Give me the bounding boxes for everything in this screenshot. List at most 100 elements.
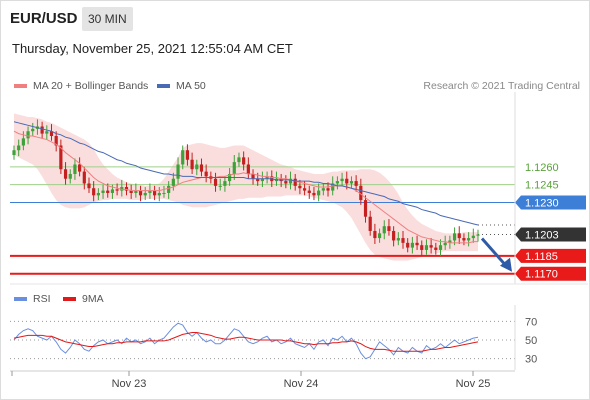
candle-body-51 — [251, 173, 255, 179]
level-tag-5 — [515, 266, 586, 281]
candle-body-30 — [153, 190, 157, 196]
candle-body-6 — [40, 126, 44, 134]
candle-body-18 — [96, 192, 100, 196]
candle-body-20 — [106, 190, 110, 193]
candle-body-4 — [31, 128, 35, 132]
candle-body-96 — [462, 238, 466, 241]
candle-body-81 — [392, 230, 396, 241]
candle-body-27 — [138, 190, 143, 196]
rsi-line — [13, 322, 479, 360]
time-tick-label-0: Nov 23 — [112, 378, 147, 390]
level-label-2: 1.1230 — [525, 197, 559, 209]
candle-body-64 — [312, 192, 316, 196]
candle-body-91 — [438, 245, 443, 250]
legend-rsi-swatch — [14, 297, 27, 301]
candle-body-35 — [176, 164, 180, 179]
rsi-ma-line — [13, 332, 479, 352]
legend-ma20-bollinger: MA 20 + Bollinger Bands — [14, 80, 148, 92]
bollinger-band — [14, 113, 478, 261]
candle-body-85 — [410, 242, 414, 248]
ma50-line — [13, 121, 479, 226]
candle-body-92 — [443, 242, 447, 246]
candle-body-59 — [288, 178, 293, 184]
legend-ma20-swatch — [14, 84, 27, 88]
candle-body-79 — [382, 226, 386, 234]
ma20-line — [13, 130, 478, 244]
candle-body-32 — [162, 192, 166, 194]
legend-ma20-label: MA 20 + Bollinger Bands — [33, 80, 149, 92]
level-label-3: 1.1203 — [525, 230, 559, 242]
candle-body-66 — [321, 188, 325, 191]
candle-body-80 — [387, 226, 391, 231]
candle-body-65 — [317, 190, 321, 196]
candle-body-28 — [143, 192, 147, 196]
candle-body-71 — [345, 178, 349, 184]
candle-body-13 — [73, 164, 77, 174]
candle-body-83 — [401, 238, 405, 243]
candle-body-34 — [171, 178, 175, 186]
copyright-text: Research © 2021 Trading Central — [423, 80, 580, 92]
candle-body-23 — [120, 187, 124, 191]
candle-body-68 — [331, 183, 335, 191]
chart-datetime: Thursday, November 25, 2021 12:55:04 AM … — [12, 41, 293, 56]
candle-body-87 — [420, 245, 424, 250]
candle-body-10 — [59, 145, 63, 170]
candle-body-25 — [129, 190, 133, 193]
forecast-arrow-shaft — [480, 237, 508, 267]
candle-body-22 — [115, 189, 119, 191]
legend-rsi-ma-label: 9MA — [82, 293, 104, 305]
candle-body-1 — [17, 145, 21, 151]
level-tag-3 — [515, 227, 586, 242]
candle-body-37 — [185, 150, 190, 160]
candle-body-61 — [298, 185, 302, 189]
candle-body-88 — [424, 245, 429, 250]
candle-body-43 — [213, 178, 218, 186]
candle-body-48 — [237, 157, 241, 163]
candle-body-74 — [359, 185, 363, 201]
candle-body-70 — [340, 178, 344, 182]
legend-rsi-ma: 9MA — [63, 293, 104, 305]
candle-body-21 — [110, 189, 115, 193]
candle-body-62 — [302, 188, 307, 191]
candle-body-63 — [307, 190, 311, 193]
level-tag-4 — [515, 248, 586, 263]
candle-body-53 — [260, 178, 265, 182]
level-label-1: 1.1245 — [525, 180, 559, 192]
legend-rsi-label: RSI — [33, 293, 51, 305]
candle-body-38 — [190, 159, 194, 170]
candle-body-44 — [218, 185, 222, 187]
level-label-4: 1.1185 — [525, 251, 558, 263]
timeframe-badge[interactable]: 30 MIN — [82, 7, 133, 31]
candle-body-2 — [21, 138, 25, 146]
legend-ma50-label: MA 50 — [176, 80, 206, 92]
candle-body-90 — [434, 247, 438, 250]
candle-body-45 — [223, 181, 227, 186]
candle-body-75 — [363, 200, 368, 217]
candle-body-95 — [457, 233, 461, 239]
candle-body-67 — [326, 188, 330, 191]
forecast-arrow-head — [500, 257, 512, 272]
candle-body-97 — [467, 238, 471, 241]
candle-body-73 — [354, 181, 358, 186]
legend-ma50-swatch — [157, 84, 170, 88]
candle-body-19 — [101, 190, 105, 193]
candle-body-50 — [246, 164, 250, 174]
candle-body-72 — [349, 181, 354, 184]
candle-body-82 — [396, 238, 400, 241]
level-label-0: 1.1260 — [525, 162, 559, 174]
candle-body-39 — [195, 164, 199, 170]
candle-body-77 — [373, 230, 377, 239]
symbol-title: EUR/USD — [10, 10, 78, 27]
candle-body-33 — [167, 185, 171, 193]
candle-body-14 — [78, 164, 82, 172]
candle-body-49 — [242, 157, 246, 165]
candle-body-40 — [199, 164, 204, 172]
candle-body-16 — [87, 183, 91, 189]
candle-body-47 — [232, 162, 236, 174]
candle-body-9 — [54, 135, 58, 146]
candle-body-29 — [148, 190, 152, 193]
candle-body-7 — [45, 131, 49, 134]
candle-body-24 — [124, 187, 129, 191]
candle-body-0 — [12, 150, 16, 155]
